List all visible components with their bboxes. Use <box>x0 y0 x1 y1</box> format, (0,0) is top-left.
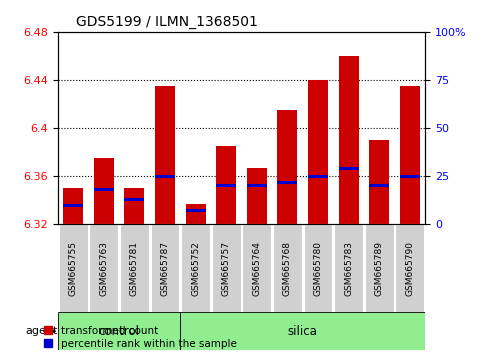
FancyBboxPatch shape <box>334 224 363 312</box>
FancyBboxPatch shape <box>212 224 241 312</box>
Text: control: control <box>99 325 140 338</box>
Text: GSM665752: GSM665752 <box>191 241 200 296</box>
Bar <box>63 204 83 207</box>
Bar <box>155 175 175 178</box>
Text: GSM665783: GSM665783 <box>344 241 353 296</box>
Text: GSM665757: GSM665757 <box>222 241 231 296</box>
FancyBboxPatch shape <box>242 224 271 312</box>
Bar <box>125 188 144 224</box>
Text: agent: agent <box>26 326 58 336</box>
Text: GSM665787: GSM665787 <box>160 241 170 296</box>
Bar <box>185 204 206 224</box>
Bar <box>185 210 206 212</box>
FancyBboxPatch shape <box>180 312 425 350</box>
Bar <box>339 56 358 224</box>
FancyBboxPatch shape <box>120 224 149 312</box>
Bar <box>277 110 298 224</box>
Bar <box>400 86 420 224</box>
Text: GSM665768: GSM665768 <box>283 241 292 296</box>
Text: silica: silica <box>288 325 318 338</box>
FancyBboxPatch shape <box>151 224 179 312</box>
Text: GSM665781: GSM665781 <box>130 241 139 296</box>
Bar <box>308 175 328 178</box>
Bar <box>369 184 389 187</box>
Bar <box>339 167 358 170</box>
Bar <box>369 140 389 224</box>
Bar <box>277 181 298 183</box>
FancyBboxPatch shape <box>365 224 394 312</box>
Bar <box>94 158 114 224</box>
Text: GDS5199 / ILMN_1368501: GDS5199 / ILMN_1368501 <box>76 16 258 29</box>
Text: GSM665790: GSM665790 <box>405 241 414 296</box>
Bar <box>400 175 420 178</box>
FancyBboxPatch shape <box>89 224 118 312</box>
Bar <box>155 86 175 224</box>
Text: GSM665780: GSM665780 <box>313 241 323 296</box>
Text: GSM665763: GSM665763 <box>99 241 108 296</box>
FancyBboxPatch shape <box>273 224 302 312</box>
FancyBboxPatch shape <box>181 224 210 312</box>
Bar <box>247 168 267 224</box>
Text: GSM665789: GSM665789 <box>375 241 384 296</box>
Bar <box>216 146 236 224</box>
Text: GSM665755: GSM665755 <box>69 241 78 296</box>
FancyBboxPatch shape <box>59 224 87 312</box>
FancyBboxPatch shape <box>304 224 332 312</box>
Legend: transformed count, percentile rank within the sample: transformed count, percentile rank withi… <box>44 326 236 349</box>
FancyBboxPatch shape <box>396 224 424 312</box>
Bar <box>247 184 267 187</box>
Bar <box>308 80 328 224</box>
Bar <box>125 198 144 201</box>
Bar <box>216 184 236 187</box>
FancyBboxPatch shape <box>58 312 180 350</box>
Bar <box>63 188 83 224</box>
Text: GSM665764: GSM665764 <box>252 241 261 296</box>
Bar <box>94 188 114 191</box>
